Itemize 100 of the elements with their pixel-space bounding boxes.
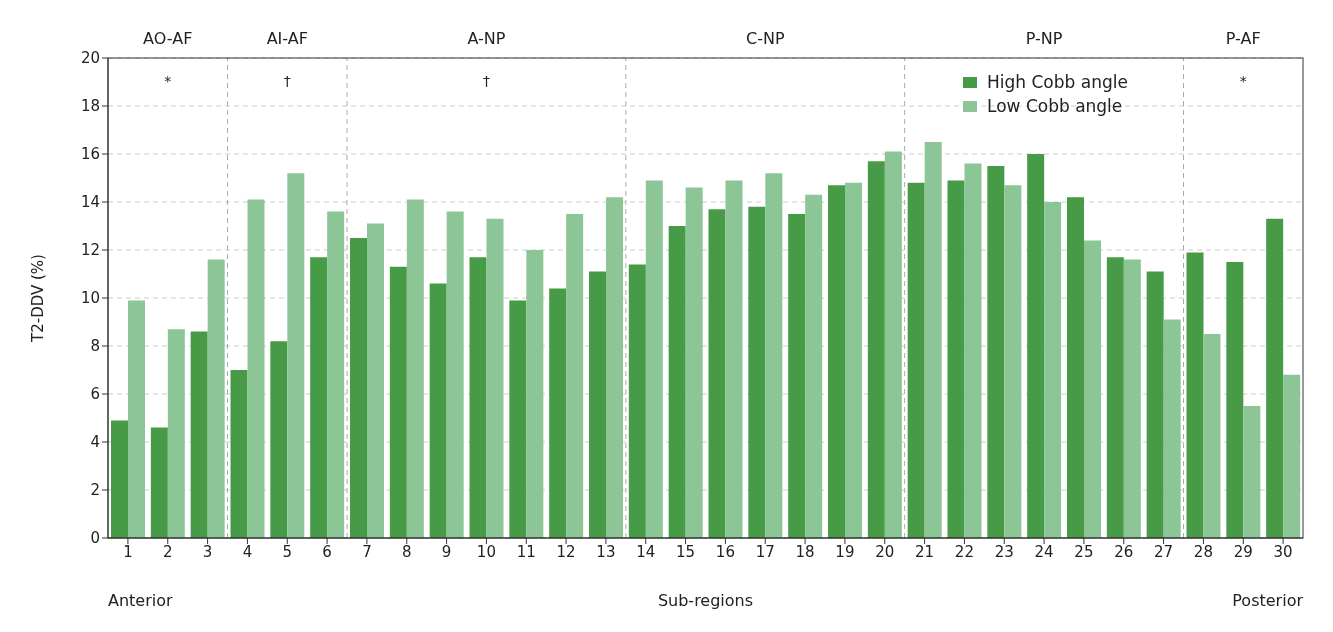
bar [207, 259, 225, 538]
y-tick-label: 10 [80, 289, 100, 308]
annotation: † [283, 73, 291, 89]
bar [828, 185, 845, 538]
bar [549, 288, 567, 538]
y-tick-label: 18 [80, 97, 100, 116]
bar [788, 214, 806, 538]
bar [446, 211, 464, 538]
x-tick-label: 5 [282, 542, 293, 561]
bar [1123, 259, 1141, 538]
bar [606, 197, 623, 538]
text: P-NP [1025, 29, 1063, 48]
bar [190, 331, 208, 538]
annotation: * [1239, 73, 1247, 89]
bar [765, 173, 783, 538]
text: Posterior [1232, 591, 1304, 610]
bar [150, 427, 168, 538]
bar [526, 250, 544, 538]
bar [1146, 271, 1164, 538]
x-tick-label: 11 [516, 542, 536, 561]
bar [287, 173, 305, 538]
y-axis-title: T2-DDV (%) [29, 254, 48, 343]
y-tick-label: 16 [80, 145, 100, 164]
bar [748, 206, 766, 538]
x-tick-label: 28 [1193, 542, 1213, 561]
y-tick-label: 0 [90, 529, 100, 548]
x-tick-label: 3 [202, 542, 213, 561]
x-tick-label: 23 [994, 542, 1014, 561]
x-tick-label: 14 [636, 542, 656, 561]
x-tick-label: 2 [162, 542, 173, 561]
x-tick-label: 15 [676, 542, 696, 561]
bar [1106, 257, 1124, 538]
bar [327, 211, 345, 538]
y-tick-label: 14 [80, 193, 100, 212]
x-tick-label: 18 [795, 542, 815, 561]
bar [668, 226, 686, 538]
bar [1067, 197, 1084, 538]
bar [230, 370, 248, 538]
bar [566, 214, 584, 538]
bar [111, 420, 128, 538]
x-tick-label: 30 [1273, 542, 1293, 561]
text: AO-AF [143, 29, 193, 48]
x-tick-label: 17 [755, 542, 775, 561]
bar [310, 257, 328, 538]
bar [947, 180, 965, 538]
y-tick-label: 6 [90, 385, 100, 404]
bar [367, 223, 384, 538]
y-tick-label: 8 [90, 337, 100, 356]
bar [509, 300, 527, 538]
bar [924, 142, 942, 538]
bar [128, 300, 145, 538]
x-tick-label: 7 [362, 542, 372, 561]
bar [845, 182, 862, 538]
x-tick-label: 19 [835, 542, 855, 561]
x-tick-label: 10 [476, 542, 496, 561]
x-tick-label: 27 [1154, 542, 1174, 561]
bar [406, 199, 424, 538]
x-tick-label: 24 [1034, 542, 1054, 561]
bar [964, 163, 982, 538]
annotation: † [482, 73, 490, 89]
bar [589, 271, 606, 538]
legend-label: High Cobb angle [987, 71, 1128, 94]
bar [1163, 319, 1181, 538]
y-tick-label: 2 [90, 481, 100, 500]
text: C-NP [745, 29, 785, 48]
bar [167, 329, 185, 538]
bar [350, 238, 367, 538]
bar [884, 151, 902, 538]
bar [708, 209, 726, 538]
bar [1084, 240, 1101, 538]
bar [247, 199, 265, 538]
bar [1243, 406, 1261, 538]
y-tick-label: 20 [80, 49, 100, 68]
text: AI-AF [266, 29, 308, 48]
bar [486, 218, 504, 538]
bar [628, 264, 646, 538]
bar [1186, 252, 1204, 538]
bar [1283, 374, 1301, 538]
x-tick-label: 12 [556, 542, 576, 561]
bar [1226, 262, 1244, 538]
x-tick-label: 25 [1074, 542, 1094, 561]
bar [987, 166, 1005, 538]
x-tick-label: 13 [596, 542, 616, 561]
x-tick-label: 16 [715, 542, 735, 561]
bar [1044, 202, 1062, 538]
text: A-NP [467, 29, 506, 48]
x-tick-label: 26 [1114, 542, 1134, 561]
y-tick-label: 4 [90, 433, 100, 452]
bar [1203, 334, 1221, 538]
x-tick-label: 6 [322, 542, 332, 561]
x-tick-label: 29 [1233, 542, 1253, 561]
legend-label: Low Cobb angle [987, 95, 1123, 118]
x-tick-label: 1 [123, 542, 133, 561]
bar [1004, 185, 1022, 538]
bar [725, 180, 743, 538]
x-axis-title: Sub-regions [657, 591, 754, 610]
x-tick-label: 21 [915, 542, 935, 561]
bar [1027, 154, 1045, 538]
text: P-AF [1225, 29, 1261, 48]
x-tick-label: 20 [875, 542, 895, 561]
